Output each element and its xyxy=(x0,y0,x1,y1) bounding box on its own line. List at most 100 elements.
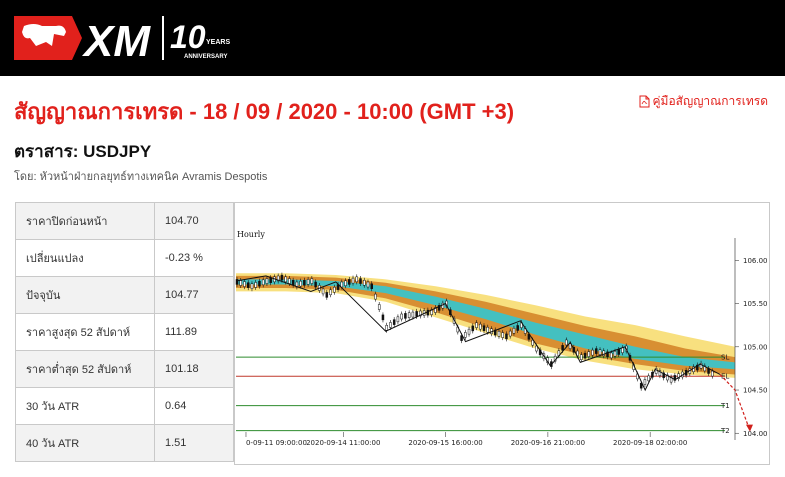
projection-arrowhead xyxy=(745,424,753,432)
level-label-el: EL xyxy=(721,373,729,381)
chart-svg: Hourly SL EL T1 T2 106.00 105.50 105.00 104.50 1… xyxy=(235,230,768,447)
candle-body xyxy=(535,345,538,352)
candle-body xyxy=(437,305,441,311)
x-tick-label: 2020-09-15 16:00:00 xyxy=(408,439,482,447)
stat-value: 104.70 xyxy=(154,202,234,240)
candle-body xyxy=(580,354,583,360)
candle-body xyxy=(568,343,572,349)
candle-body xyxy=(643,379,647,385)
candle-body xyxy=(250,283,254,289)
signal-guide-label: คู่มือสัญญาณการเทรด xyxy=(652,94,769,108)
page-title: สัญญาณการเทรด - 18 / 09 / 2020 - 10:00 (… xyxy=(14,99,515,124)
stat-value: 101.18 xyxy=(154,350,234,388)
candle-body xyxy=(419,310,422,317)
candle-body xyxy=(479,323,482,330)
candle-body xyxy=(348,279,351,285)
candle-body xyxy=(235,279,239,285)
stat-label: เปลี่ยนแปลง xyxy=(15,239,155,277)
candle-body xyxy=(381,314,385,321)
candle-body xyxy=(374,293,377,300)
logo-text: XM xyxy=(81,17,151,64)
candle-body xyxy=(610,352,613,359)
candle-body xyxy=(531,339,534,346)
candle-body xyxy=(243,281,246,287)
candle-body xyxy=(415,311,418,317)
candle-body xyxy=(711,370,714,377)
candle-body xyxy=(703,365,707,372)
candle-body xyxy=(598,349,602,355)
candle-body xyxy=(583,352,587,359)
candle-body xyxy=(261,279,265,286)
candle-body xyxy=(654,368,658,374)
candle-body xyxy=(565,339,568,346)
stat-label: ปัจจุบัน xyxy=(15,276,155,314)
stat-label: ราคาสูงสุด 52 สัปดาห์ xyxy=(15,313,155,351)
stat-value: 1.51 xyxy=(154,424,234,462)
candle-body xyxy=(467,328,471,335)
candle-body xyxy=(471,325,475,332)
stat-value: 104.77 xyxy=(154,276,234,314)
site-header: XM 10 YEARS ANNIVERSARY xyxy=(0,0,785,76)
candle-body xyxy=(404,313,407,319)
candle-body xyxy=(647,375,650,382)
candle-body xyxy=(254,282,257,288)
candle-body xyxy=(606,351,609,358)
logo-bull-icon xyxy=(14,16,82,60)
candle-body xyxy=(269,277,272,283)
candle-body xyxy=(389,322,392,328)
candle-body xyxy=(239,280,242,286)
x-tick-label: 2020-09-16 21:00:00 xyxy=(511,439,585,447)
logo-years-word: YEARS xyxy=(206,39,230,46)
candle-body xyxy=(486,326,489,333)
candle-body xyxy=(392,319,396,325)
candle-body xyxy=(658,370,662,376)
candle-body xyxy=(359,278,362,284)
candle-body xyxy=(464,332,467,338)
candle-body xyxy=(434,307,437,313)
candle-body xyxy=(400,313,403,320)
x-tick-label: 0-09-11 09:00:00 xyxy=(246,439,307,447)
candle-body xyxy=(407,312,411,318)
candle-body xyxy=(325,292,329,298)
y-tick-label: 104.00 xyxy=(743,430,768,438)
candle-body xyxy=(333,286,336,293)
candle-body xyxy=(497,331,501,337)
stat-label: 40 วัน ATR xyxy=(15,424,155,462)
candle-body xyxy=(314,281,317,288)
xm-logo[interactable]: XM 10 YEARS ANNIVERSARY xyxy=(12,12,242,64)
candle-body xyxy=(639,382,643,389)
stat-value: 0.64 xyxy=(154,387,234,425)
level-label-sl: SL xyxy=(721,354,729,362)
band-inner xyxy=(236,279,735,370)
candle-body xyxy=(662,372,665,379)
level-label-t1: T1 xyxy=(720,402,730,410)
candle-body xyxy=(396,316,400,323)
stat-label: 30 วัน ATR xyxy=(15,387,155,425)
stats-table: ราคาปิดก่อนหน้า 104.70 เปลี่ยนแปลง -0.23 %… xyxy=(15,202,234,462)
candle-body xyxy=(344,280,347,286)
candle-body xyxy=(366,281,370,288)
candle-body xyxy=(306,279,310,285)
candle-body xyxy=(617,349,620,355)
candle-body xyxy=(673,375,677,381)
candle-body xyxy=(677,373,680,379)
candle-body xyxy=(512,328,516,334)
candle-body xyxy=(329,289,332,296)
y-tick-label: 105.00 xyxy=(743,343,768,351)
candle-body xyxy=(595,348,598,354)
logo-years-number: 10 xyxy=(170,19,206,55)
candle-body xyxy=(265,278,269,284)
stats-row: ราคาต่ำสุด 52 สัปดาห์ 101.18 xyxy=(15,350,234,388)
y-tick-label: 105.50 xyxy=(743,300,768,308)
stat-value: 111.89 xyxy=(154,313,234,351)
candle-body xyxy=(460,335,463,341)
stats-row: 40 วัน ATR 1.51 xyxy=(15,424,234,462)
candle-body xyxy=(699,363,703,369)
candle-body xyxy=(258,280,261,287)
stats-row: ราคาสูงสุด 52 สัปดาห์ 111.89 xyxy=(15,313,234,351)
signal-guide-link[interactable]: คู่มือสัญญาณการเทรด xyxy=(639,92,769,111)
candle-body xyxy=(299,280,302,287)
stats-row: ราคาปิดก่อนหน้า 104.70 xyxy=(15,202,234,240)
candle-body xyxy=(351,277,355,284)
stat-label: ราคาต่ำสุด 52 สัปดาห์ xyxy=(15,350,155,388)
